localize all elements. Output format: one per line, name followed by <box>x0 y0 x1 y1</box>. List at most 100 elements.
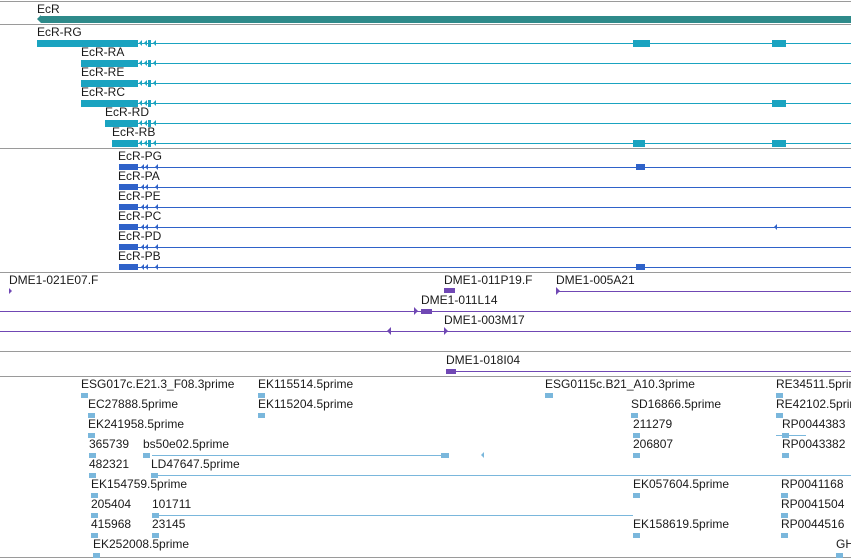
protein-label[interactable]: EcR-PB <box>118 249 161 263</box>
transcript-exon[interactable] <box>633 139 645 147</box>
protein-exon[interactable] <box>636 164 645 170</box>
est-label[interactable]: GH <box>836 537 851 551</box>
transcript-exon[interactable] <box>772 99 786 107</box>
protein-exon[interactable] <box>119 184 138 190</box>
est-label[interactable]: RE42102.5prime <box>776 397 851 411</box>
est-label[interactable]: RP0044516 <box>781 517 845 531</box>
clone-label[interactable]: DME1-011L14 <box>421 293 498 307</box>
est-label[interactable]: EK241958.5prime <box>88 417 185 431</box>
gene-label[interactable]: EcR <box>37 2 60 16</box>
est-label[interactable]: EK115204.5prime <box>258 397 354 411</box>
transcript-label[interactable]: EcR-RG <box>37 25 82 39</box>
est-label[interactable]: EC27888.5prime <box>88 397 179 411</box>
est-feature[interactable] <box>441 452 449 458</box>
est-label[interactable]: EK154759.5prime <box>91 477 188 491</box>
est-feature[interactable] <box>89 472 96 478</box>
est-feature[interactable] <box>781 492 788 498</box>
protein-label[interactable]: EcR-PA <box>118 169 160 183</box>
est-label[interactable]: 482321 <box>89 457 130 471</box>
transcript-exon[interactable] <box>81 79 138 87</box>
est-label[interactable]: RP0044383 <box>782 417 846 431</box>
est-feature[interactable] <box>152 532 159 538</box>
gene-feature-bar[interactable] <box>41 16 851 23</box>
protein-label[interactable]: EcR-PE <box>118 189 161 203</box>
transcript-label[interactable]: EcR-RD <box>105 105 149 119</box>
transcript-exon[interactable] <box>105 119 138 127</box>
est-feature[interactable] <box>631 412 638 418</box>
protein-label[interactable]: EcR-PD <box>118 229 162 243</box>
clone-label[interactable]: DME1-003M17 <box>444 313 525 327</box>
est-label[interactable]: 211279 <box>633 417 673 431</box>
transcript-label[interactable]: EcR-RB <box>112 125 156 139</box>
est-feature[interactable] <box>88 412 95 418</box>
est-feature[interactable] <box>836 552 843 558</box>
transcript-exon[interactable] <box>772 39 786 47</box>
est-label[interactable]: 23145 <box>152 517 186 531</box>
est-label[interactable]: 415968 <box>91 517 132 531</box>
protein-exon[interactable] <box>636 264 645 270</box>
est-label[interactable]: 365739 <box>89 437 130 451</box>
est-label[interactable]: EK057604.5prime <box>633 477 730 491</box>
protein-exon[interactable] <box>119 164 138 170</box>
clone-label[interactable]: DME1-011P19.F <box>444 273 533 287</box>
est-label[interactable]: LD47647.5prime <box>151 457 240 471</box>
est-feature[interactable] <box>776 412 783 418</box>
protein-exon[interactable] <box>119 244 138 250</box>
transcript-exon[interactable] <box>81 59 138 67</box>
transcript-exon[interactable] <box>148 59 151 67</box>
est-label[interactable]: ESG0115c.B21_A10.3prime <box>545 377 695 391</box>
est-label[interactable]: RP0041168 <box>781 477 844 491</box>
est-feature[interactable] <box>89 452 96 458</box>
est-feature[interactable] <box>781 532 788 538</box>
transcript-exon[interactable] <box>633 39 650 47</box>
est-feature[interactable] <box>258 412 265 418</box>
est-feature[interactable] <box>81 392 88 398</box>
protein-exon[interactable] <box>119 264 138 270</box>
transcript-exon[interactable] <box>148 39 151 47</box>
transcript-label[interactable]: EcR-RE <box>81 65 125 79</box>
est-feature[interactable] <box>93 552 100 558</box>
est-label[interactable]: 206807 <box>633 437 674 451</box>
transcript-exon[interactable] <box>81 99 138 107</box>
est-label[interactable]: SD16866.5prime <box>631 397 722 411</box>
est-feature[interactable] <box>91 532 98 538</box>
est-feature[interactable] <box>91 512 98 518</box>
clone-label[interactable]: DME1-018I04 <box>446 353 521 367</box>
est-feature[interactable] <box>633 432 640 438</box>
protein-exon[interactable] <box>119 204 138 210</box>
transcript-label[interactable]: EcR-RA <box>81 45 125 59</box>
transcript-exon[interactable] <box>148 119 151 127</box>
protein-exon[interactable] <box>119 224 138 230</box>
est-label[interactable]: RP0041504 <box>781 497 845 511</box>
clone-feature[interactable] <box>446 368 456 374</box>
protein-label[interactable]: EcR-PC <box>118 209 162 223</box>
clone-feature[interactable] <box>421 308 432 314</box>
transcript-exon[interactable] <box>772 139 786 147</box>
est-feature[interactable] <box>782 452 789 458</box>
transcript-exon[interactable] <box>112 139 138 147</box>
clone-label[interactable]: DME1-021E07.F <box>9 273 99 287</box>
est-feature[interactable] <box>633 532 640 538</box>
est-feature[interactable] <box>143 452 150 458</box>
est-label[interactable]: bs50e02.5prime <box>143 437 230 451</box>
transcript-exon[interactable] <box>148 99 151 107</box>
est-feature[interactable] <box>91 492 98 498</box>
est-feature[interactable] <box>633 452 640 458</box>
est-label[interactable]: 205404 <box>91 497 132 511</box>
protein-label[interactable]: EcR-PG <box>118 149 163 163</box>
transcript-label[interactable]: EcR-RC <box>81 85 125 99</box>
est-label[interactable]: EK252008.5prime <box>93 537 190 551</box>
est-feature[interactable] <box>545 392 553 398</box>
est-label[interactable]: EK158619.5prime <box>633 517 730 531</box>
est-label[interactable]: EK115514.5prime <box>258 377 354 391</box>
transcript-exon[interactable] <box>148 139 151 147</box>
est-feature[interactable] <box>781 512 788 518</box>
est-feature[interactable] <box>776 392 783 398</box>
est-label[interactable]: RE34511.5prime <box>776 377 851 391</box>
est-label[interactable]: ESG017c.E21.3_F08.3prime <box>81 377 235 391</box>
clone-label[interactable]: DME1-005A21 <box>556 273 635 287</box>
clone-feature[interactable] <box>444 287 455 293</box>
est-label[interactable]: 101711 <box>152 497 192 511</box>
transcript-exon[interactable] <box>37 39 138 47</box>
transcript-exon[interactable] <box>148 79 151 87</box>
